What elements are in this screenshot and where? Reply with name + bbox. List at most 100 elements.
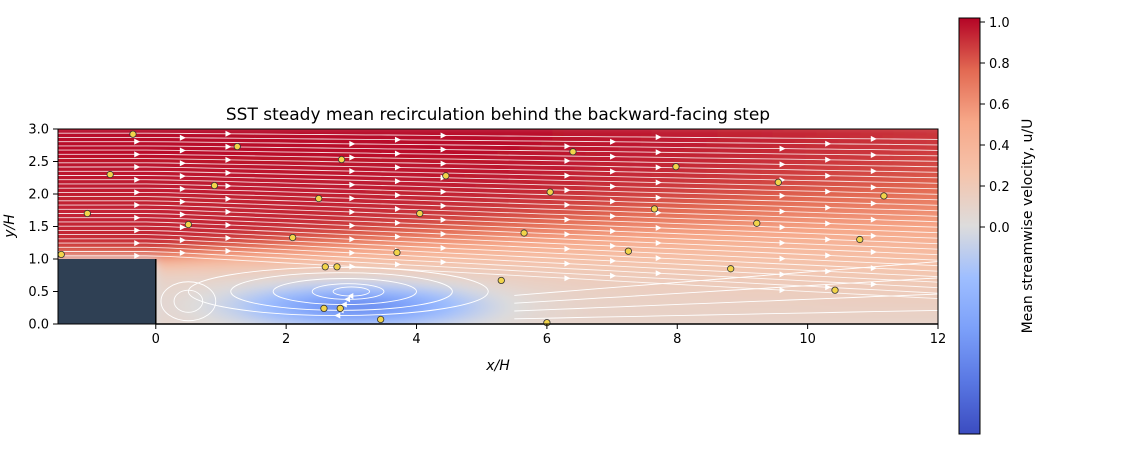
- field-cell: [618, 155, 631, 162]
- field-cell: [640, 215, 653, 222]
- field-cell: [376, 171, 389, 179]
- field-cell: [58, 209, 59, 217]
- y-tick-label: 0.0: [28, 318, 49, 333]
- field-cell: [134, 182, 147, 190]
- field-cell: [58, 226, 70, 233]
- field-cell: [629, 215, 642, 222]
- field-cell: [695, 193, 708, 200]
- field-cell: [827, 301, 840, 309]
- field-cell: [453, 301, 466, 309]
- field-cell: [838, 150, 851, 157]
- field-cell: [321, 274, 334, 282]
- field-cell: [277, 150, 290, 157]
- field-cell: [728, 247, 741, 255]
- field-cell: [310, 139, 323, 146]
- field-cell: [123, 198, 136, 206]
- field-cell: [860, 193, 873, 200]
- field-cell: [552, 253, 565, 260]
- field-cell: [673, 166, 686, 173]
- field-cell: [112, 177, 125, 184]
- field-cell: [519, 269, 532, 276]
- field-cell: [651, 155, 664, 162]
- field-cell: [893, 177, 906, 184]
- streamline-arrow: [134, 240, 141, 247]
- field-cell: [233, 226, 246, 233]
- field-cell: [926, 171, 938, 179]
- field-cell: [739, 171, 752, 179]
- field-cell: [662, 236, 675, 244]
- streamline-arrow: [610, 153, 617, 160]
- field-cell: [200, 263, 213, 271]
- field-cell: [618, 215, 631, 222]
- field-cell: [926, 253, 938, 260]
- field-cell: [266, 150, 279, 157]
- field-cell: [750, 209, 763, 217]
- field-cell: [816, 133, 829, 141]
- field-cell: [277, 280, 290, 287]
- field-cell: [673, 226, 686, 233]
- field-cell: [398, 204, 411, 211]
- field-cell: [266, 161, 279, 168]
- field-cell: [651, 231, 664, 238]
- field-cell: [783, 280, 796, 287]
- field-cell: [574, 150, 587, 157]
- field-cell: [684, 129, 697, 135]
- field-cell: [288, 215, 301, 222]
- field-cell: [541, 215, 554, 222]
- streamline-arrow: [564, 172, 571, 179]
- field-cell: [475, 209, 488, 217]
- field-cell: [156, 166, 169, 173]
- field-cell: [68, 226, 81, 233]
- field-cell: [508, 144, 521, 152]
- field-cell: [486, 263, 499, 271]
- field-cell: [519, 242, 532, 249]
- field-cell: [431, 242, 444, 249]
- field-cell: [838, 144, 851, 152]
- field-cell: [618, 171, 631, 179]
- streamline-arrow: [349, 208, 356, 215]
- field-cell: [607, 166, 620, 173]
- field-cell: [398, 312, 411, 320]
- field-cell: [706, 253, 719, 260]
- field-cell: [530, 280, 543, 287]
- field-cell: [475, 280, 488, 287]
- field-cell: [387, 177, 400, 184]
- field-cell: [442, 220, 455, 227]
- field-cell: [156, 204, 169, 211]
- field-cell: [431, 247, 444, 255]
- field-cell: [706, 301, 719, 309]
- field-cell: [871, 198, 884, 206]
- field-cell: [937, 274, 938, 282]
- field-cell: [101, 236, 114, 244]
- field-cell: [343, 150, 356, 157]
- field-cell: [585, 269, 598, 276]
- field-cell: [90, 161, 103, 168]
- field-cell: [937, 215, 938, 222]
- field-cell: [134, 166, 147, 173]
- streamline-arrow: [134, 227, 141, 234]
- field-cell: [288, 226, 301, 233]
- field-cell: [211, 274, 224, 282]
- field-cell: [871, 307, 884, 314]
- field-cell: [431, 274, 444, 282]
- field-cell: [332, 161, 345, 168]
- field-cell: [145, 204, 158, 211]
- field-cell: [871, 263, 884, 271]
- field-cell: [651, 258, 664, 265]
- field-cell: [134, 129, 147, 135]
- field-cell: [838, 312, 851, 320]
- field-cell: [706, 193, 719, 200]
- field-cell: [508, 263, 521, 271]
- field-cell: [695, 274, 708, 282]
- field-cell: [915, 280, 928, 287]
- streamline-arrow: [349, 236, 356, 243]
- field-cell: [200, 129, 213, 135]
- field-cell: [288, 171, 301, 179]
- field-cell: [156, 301, 169, 309]
- field-cell: [530, 133, 543, 141]
- field-cell: [871, 301, 884, 309]
- field-cell: [563, 133, 576, 141]
- field-cell: [541, 161, 554, 168]
- field-cell: [475, 215, 488, 222]
- field-cell: [332, 291, 345, 298]
